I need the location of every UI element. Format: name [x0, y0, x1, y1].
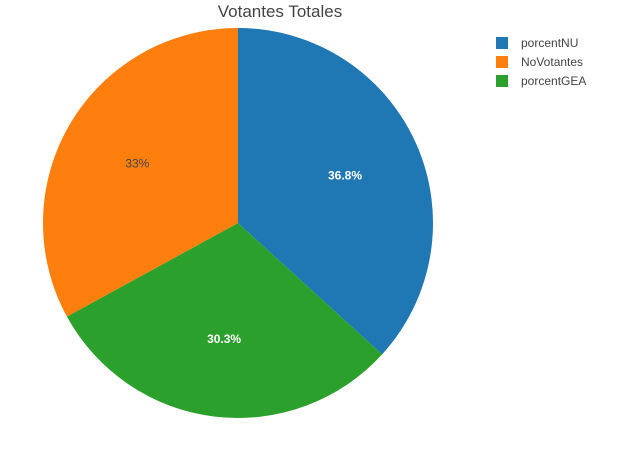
pie-slice-NoVotantes	[42, 28, 239, 317]
pie-slice-porcentNU	[238, 28, 434, 355]
slice-label-NoVotantes: 33%	[125, 156, 149, 170]
legend-swatch-porcentGEA[interactable]	[496, 75, 508, 87]
pie-slice-porcentGEA	[66, 223, 383, 418]
legend-label-porcentNU[interactable]: porcentNU	[521, 36, 578, 50]
chart-title: Votantes Totales	[218, 2, 342, 21]
legend-swatch-porcentNU[interactable]	[496, 37, 508, 49]
legend: porcentNU NoVotantes porcentGEA	[496, 36, 586, 88]
legend-label-porcentGEA[interactable]: porcentGEA	[521, 74, 586, 88]
legend-label-NoVotantes[interactable]: NoVotantes	[521, 55, 583, 69]
slice-label-porcentGEA: 30.3%	[207, 332, 241, 346]
legend-swatch-NoVotantes[interactable]	[496, 56, 508, 68]
slice-label-porcentNU: 36.8%	[328, 169, 362, 183]
pie-labels: 36.8% 30.3% 33%	[125, 156, 362, 346]
pie-slices	[42, 28, 434, 418]
